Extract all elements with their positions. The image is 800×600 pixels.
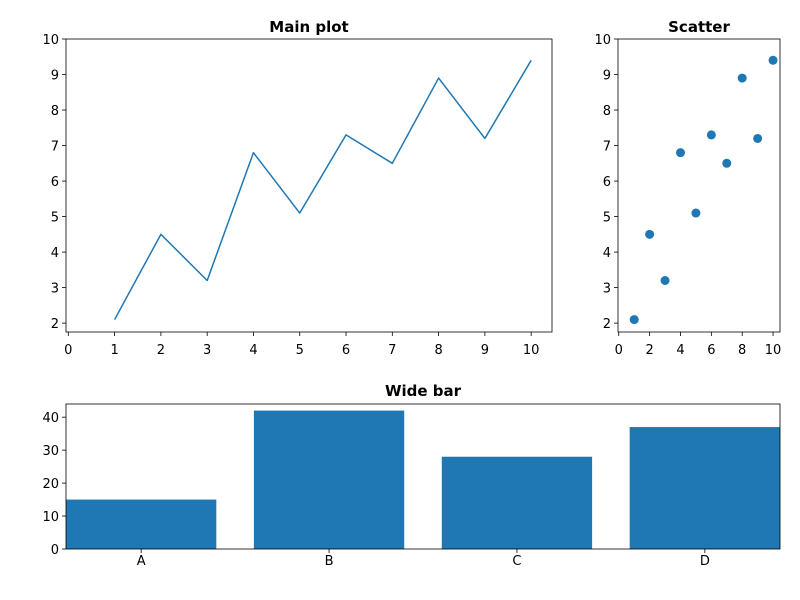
main-plot-y-tick-label: 8	[51, 104, 59, 119]
scatter-y-tick-label: 7	[603, 140, 611, 155]
wide-bar-y-tick-label: 30	[42, 444, 59, 459]
scatter-point	[691, 208, 701, 218]
main-plot-x-tick-label: 1	[110, 343, 118, 358]
main-plot-x-tick-label: 8	[434, 343, 442, 358]
wide-bar-panel: Wide bar A B C D 0 10 20 30 40	[42, 382, 781, 569]
scatter-x-ticks: 0 2 4 6 8 10	[615, 332, 782, 358]
main-plot-x-tick-label: 0	[64, 343, 72, 358]
main-plot-x-tick-label: 2	[157, 343, 165, 358]
main-plot-y-ticks: 2 3 4 5 6 7 8 9 10	[42, 33, 66, 332]
main-plot-title: Main plot	[269, 18, 348, 36]
main-plot-series-line	[113, 59, 532, 320]
scatter-point	[660, 276, 670, 286]
scatter-x-tick-label: 6	[707, 343, 715, 358]
scatter-point	[706, 130, 716, 140]
scatter-point	[753, 133, 763, 143]
main-plot-x-tick-label: 7	[388, 343, 396, 358]
wide-bar-y-tick-label: 40	[42, 411, 59, 426]
scatter-point	[645, 229, 655, 239]
scatter-y-tick-label: 5	[603, 211, 611, 226]
main-plot-y-tick-label: 9	[51, 69, 59, 84]
scatter-y-ticks: 2 3 4 5 6 7 8 9 10	[594, 33, 618, 332]
main-plot-x-tick-label: 6	[342, 343, 350, 358]
scatter-y-tick-label: 4	[603, 246, 611, 261]
main-plot-x-tick-label: 4	[249, 343, 257, 358]
main-plot-y-tick-label: 5	[51, 211, 59, 226]
scatter-y-tick-label: 6	[603, 175, 611, 190]
scatter-x-tick-label: 8	[738, 343, 746, 358]
wide-bar-marks	[66, 410, 780, 549]
bar-A	[66, 499, 217, 549]
scatter-y-tick-label: 9	[603, 69, 611, 84]
wide-bar-y-tick-label: 10	[42, 510, 59, 525]
scatter-x-tick-label: 0	[615, 343, 623, 358]
main-plot-panel: Main plot 0 1 2 3 4 5 6 7 8 9 10 2 3 4 5 6 7 8 9 10	[42, 18, 553, 358]
main-plot-x-tick-label: 9	[481, 343, 489, 358]
scatter-y-tick-label: 3	[603, 282, 611, 297]
main-plot-y-tick-label: 2	[51, 317, 59, 332]
main-plot-x-tick-label: 3	[203, 343, 211, 358]
scatter-point	[629, 315, 639, 325]
main-plot-frame	[65, 38, 553, 333]
wide-bar-frame	[65, 403, 781, 550]
scatter-point	[737, 73, 747, 83]
main-plot-y-tick-label: 6	[51, 175, 59, 190]
wide-bar-y-ticks: 0 10 20 30 40	[42, 411, 66, 558]
main-plot-x-tick-label: 5	[296, 343, 304, 358]
scatter-x-tick-label: 10	[765, 343, 782, 358]
main-plot-y-tick-label: 7	[51, 140, 59, 155]
scatter-frame	[617, 38, 781, 333]
bar-C	[441, 456, 593, 549]
wide-bar-x-tick-label: B	[325, 554, 334, 569]
scatter-y-tick-label: 2	[603, 317, 611, 332]
wide-bar-y-tick-label: 0	[51, 543, 59, 558]
wide-bar-x-tick-label: C	[512, 554, 521, 569]
main-plot-y-tick-label: 4	[51, 246, 59, 261]
wide-bar-x-tick-label: D	[700, 554, 710, 569]
wide-bar-x-tick-label: A	[137, 554, 146, 569]
scatter-title: Scatter	[668, 18, 730, 36]
main-plot-y-tick-label: 3	[51, 282, 59, 297]
scatter-x-tick-label: 4	[676, 343, 684, 358]
bar-D	[629, 427, 780, 549]
scatter-point	[768, 55, 778, 65]
wide-bar-title: Wide bar	[385, 382, 462, 400]
scatter-point	[675, 148, 685, 158]
scatter-point	[722, 158, 732, 168]
wide-bar-y-tick-label: 20	[42, 477, 59, 492]
main-plot-y-tick-label: 10	[42, 33, 59, 48]
main-plot-marks	[113, 59, 532, 320]
scatter-marks	[629, 55, 778, 325]
bar-B	[253, 410, 405, 549]
scatter-y-tick-label: 10	[594, 33, 611, 48]
main-plot-x-ticks: 0 1 2 3 4 5 6 7 8 9 10	[64, 332, 539, 358]
scatter-x-tick-label: 2	[645, 343, 653, 358]
wide-bar-x-ticks: A B C D	[137, 549, 710, 569]
main-plot-x-tick-label: 10	[523, 343, 540, 358]
scatter-y-tick-label: 8	[603, 104, 611, 119]
